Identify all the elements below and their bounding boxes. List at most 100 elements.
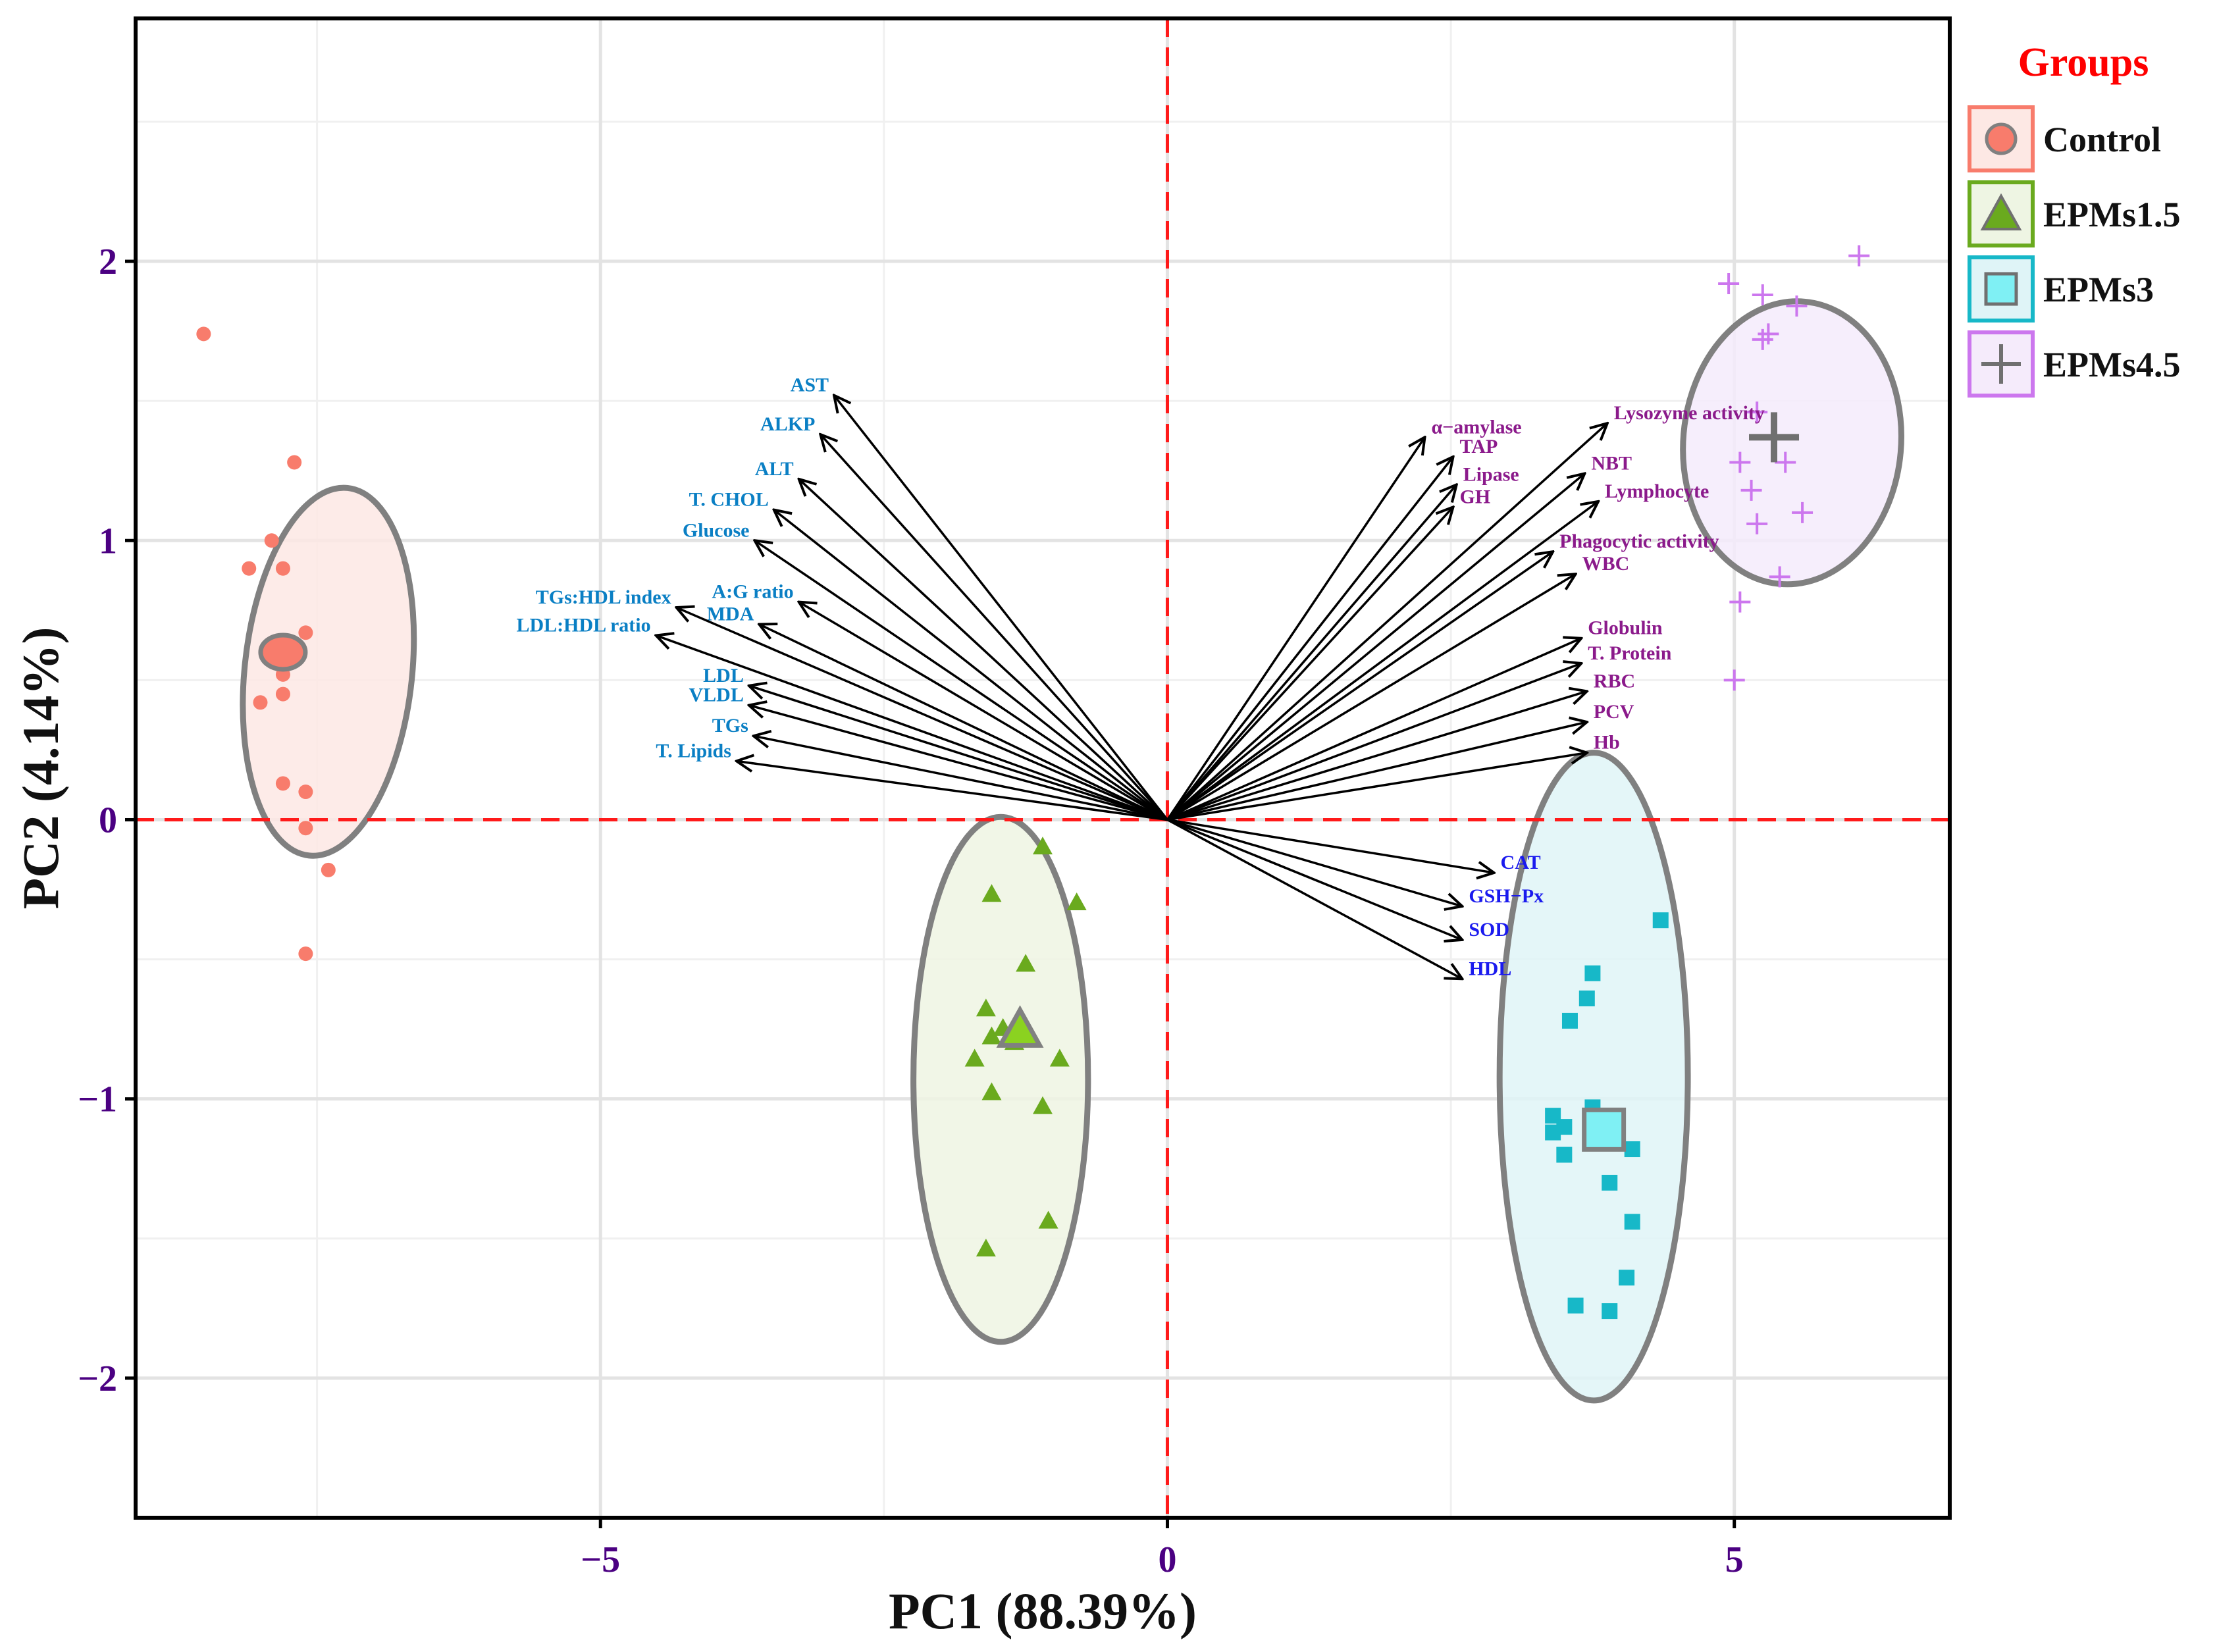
arrow-label-vldl: VLDL [689,684,744,706]
arrow-alt [799,479,1168,821]
arrow-ast [834,396,1168,821]
ellipse-control [240,484,417,859]
arrow-label-hdl: HDL [1469,958,1511,979]
point-epms3 [1619,1270,1635,1286]
centroid-epms3 [1582,1107,1627,1152]
arrow-label-a-g-ratio: A:G ratio [712,581,794,603]
arrow-label-cat: CAT [1501,852,1541,873]
centroid-control [258,632,308,672]
arrow-label-lymphocyte: Lymphocyte [1605,480,1709,502]
x-tick-label: 0 [1158,1539,1176,1580]
legend-item-control: Control [1968,105,2161,172]
arrow-label-wbc: WBC [1582,553,1630,575]
point-control [298,625,313,640]
point-epms1-5 [1066,892,1087,911]
point-epms3 [1602,1174,1618,1191]
arrow-label-rbc: RBC [1594,670,1635,692]
point-epms4-5 [1740,479,1762,501]
arrow-label-tgs-hdl-index: TGs:HDL index [536,586,671,608]
arrow-label-t-protein: T. Protein [1588,642,1672,664]
y-axis-title: PC2 (4.14%) [12,627,69,910]
point-epms4-5 [1848,245,1870,267]
arrow-label-ast: AST [791,374,829,396]
arrow-a-g-ratio [799,602,1168,821]
arrow-rbc [1166,691,1586,821]
point-epms4-5 [1792,502,1813,523]
arrow-hb [1167,753,1586,821]
legend-item-epms1-5: EPMs1.5 [1968,180,2181,247]
data-points [196,245,1870,1320]
arrow-tap [1166,457,1453,821]
point-epms1-5 [1049,1048,1070,1067]
point-epms3 [1578,990,1595,1006]
arrow-label-tgs: TGs [712,715,748,736]
legend-symbol-control [1985,122,2018,155]
point-epms3 [1602,1303,1618,1320]
y-tick-label: 1 [99,521,117,561]
centroid-epms4-5 [1749,412,1800,463]
arrow-label-lipase: Lipase [1463,463,1519,485]
ellipse-epms3 [1496,750,1691,1404]
point-control [298,785,313,800]
axes: −5 0 5 −2 −1 0 1 2 PC1 (88.39%) PC2 (4.14%) [12,16,1952,1639]
arrow-lipase [1166,484,1456,821]
point-epms1-5 [981,884,1002,902]
point-epms3 [1567,1297,1584,1314]
point-epms1-5 [981,1026,1002,1045]
point-control [264,533,279,548]
legend-label-epms3: EPMs3 [2043,270,2154,309]
x-tick-label: −5 [581,1539,620,1580]
arrow-label-gsh-px: GSH−Px [1469,885,1544,907]
arrow-wbc [1166,574,1575,821]
group-centroids [258,412,1800,1152]
legend-title: Groups [2018,40,2149,85]
arrow-label-t-lipids: T. Lipids [656,740,731,761]
point-epms4-5 [1769,566,1790,588]
point-epms3 [1561,1012,1578,1029]
arrow-tgs-hdl-index [677,607,1168,821]
point-control [275,686,290,702]
legend-label-epms1-5: EPMs1.5 [2043,195,2181,234]
point-epms1-5 [976,998,996,1017]
point-epms4-5 [1775,452,1796,473]
arrow-mda [759,625,1168,821]
arrow-label-pcv: PCV [1594,701,1634,723]
arrow-label-amylase: α−amylase [1431,416,1521,438]
arrow-gsh-px [1166,818,1462,906]
point-epms4-5 [1729,452,1751,473]
arrow-lymphocyte [1166,502,1598,821]
arrow-label-mda: MDA [707,604,754,625]
arrow-lysozyme-activity [1166,423,1607,821]
point-control [275,776,290,791]
point-control [242,561,257,576]
arrow-label-globulin: Globulin [1588,617,1663,639]
group-ellipses [240,298,1904,1404]
x-tick-label: 5 [1725,1539,1744,1580]
legend-label-control: Control [2043,120,2161,159]
arrow-tgs [754,736,1168,821]
arrow-t-lipids [737,761,1168,821]
y-tick-label: −1 [78,1079,117,1120]
point-epms4-5 [1718,272,1740,294]
arrow-label-alt: ALT [755,458,794,480]
arrow-t-chol [774,510,1168,821]
arrow-label-hb: Hb [1594,732,1620,754]
point-epms4-5 [1729,591,1751,613]
point-control [298,821,313,836]
point-epms4-5 [1752,284,1773,305]
x-axis-title: PC1 (88.39%) [889,1582,1197,1639]
point-epms1-5 [981,1082,1002,1100]
arrow-label-lysozyme-activity: Lysozyme activity [1614,402,1765,424]
arrow-sod [1166,818,1462,939]
arrow-amylase [1166,437,1424,821]
point-control [298,946,313,962]
legend-symbol-epms1-5 [1980,193,2022,231]
arrow-label-glucose: Glucose [683,519,750,541]
point-epms4-5 [1786,295,1808,317]
arrow-pcv [1167,722,1586,821]
point-epms4-5 [1746,513,1768,534]
arrow-label-alkp: ALKP [760,413,815,435]
arrow-label-gh: GH [1460,486,1491,507]
